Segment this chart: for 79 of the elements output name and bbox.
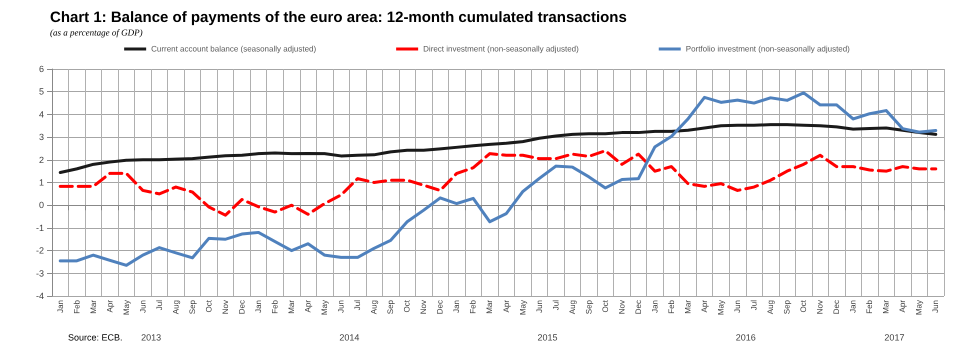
line-series [58, 123, 938, 174]
y-tick-label: 3 [38, 132, 44, 142]
x-tick-label: May [122, 300, 131, 316]
legend-label: Current account balance (seasonally adjusted) [151, 44, 316, 54]
x-tick-label: Sep [782, 299, 792, 314]
x-tick-label: Feb [865, 299, 874, 314]
x-tick-label: Apr [502, 300, 511, 312]
x-tick-label: Apr [700, 300, 709, 312]
x-tick-label: Apr [898, 300, 908, 312]
line-series [58, 91, 938, 267]
x-tick-label: Jan [650, 300, 660, 313]
x-tick-label: Jun [336, 300, 346, 313]
x-tick-label: Feb [72, 299, 82, 314]
x-tick-label: Aug [370, 300, 379, 314]
y-tick-label: 5 [38, 86, 44, 97]
y-tick-label: -3 [36, 268, 44, 278]
x-tick-label: Aug [766, 300, 776, 314]
x-tick-label: Mar [287, 300, 296, 314]
x-tick-label: Jun [138, 300, 148, 313]
x-tick-label: May [518, 300, 528, 316]
x-tick-label: Feb [666, 299, 676, 314]
x-tick-label: Jun [931, 300, 940, 313]
x-tick-label: Nov [617, 300, 626, 314]
x-tick-label: Sep [386, 299, 396, 314]
y-tick-label: -1 [36, 222, 44, 233]
chart-title: Chart 1: Balance of payments of the euro area: 12-month cumulated transactions [50, 9, 627, 26]
x-tick-label: May [914, 300, 924, 316]
x-tick-label: Dec [436, 300, 445, 314]
y-tick-label: 1 [38, 178, 44, 188]
x-tick-label: Jan [452, 300, 462, 313]
x-tick-label: Apr [304, 300, 313, 312]
x-tick-label: Oct [204, 299, 214, 312]
x-tick-label: Mar [683, 300, 692, 314]
x-tick-label: Apr [105, 300, 114, 312]
x-tick-label: Jun [733, 300, 742, 313]
x-tick-label: Mar [88, 300, 98, 314]
x-tick-label: May [716, 300, 726, 316]
x-tick-label: Sep [188, 299, 197, 314]
x-tick-label: Jul [551, 300, 560, 310]
x-tick-label: Aug [171, 300, 180, 314]
x-tick-label: Dec [634, 300, 643, 314]
x-tick-label: Jan [56, 300, 65, 313]
x-tick-label: May [320, 300, 330, 316]
x-tick-label: Nov [816, 300, 825, 314]
x-tick-label: Mar [882, 300, 891, 314]
y-tick-label: 4 [38, 109, 44, 120]
y-tick-label: 2 [38, 154, 44, 165]
text: 2015 [538, 332, 558, 342]
x-tick-label: Sep [584, 299, 594, 314]
text: 2017 [884, 332, 904, 342]
x-tick-label: Oct [799, 299, 808, 312]
x-tick-label: Jul [750, 300, 759, 310]
x-tick-label: Oct [600, 299, 610, 312]
x-tick-label: Jul [154, 300, 164, 310]
y-tick-label: 0 [38, 200, 44, 210]
x-tick-label: Oct [402, 299, 412, 312]
x-tick-label: Aug [568, 300, 577, 314]
x-tick-label: Mar [485, 300, 494, 314]
x-tick-label: Feb [270, 299, 280, 314]
legend-label: Portfolio investment (non-seasonally adjusted) [686, 44, 850, 54]
line-series [58, 149, 938, 217]
legend-label: Direct investment (non-seasonally adjusted) [423, 44, 580, 54]
source-note: Source: ECB. [68, 332, 123, 342]
x-tick-label: Nov [419, 300, 428, 314]
x-tick-label: Dec [832, 300, 842, 314]
x-tick-label: Jan [254, 300, 263, 313]
x-tick-label: Jun [534, 300, 544, 313]
y-tick-label: -2 [36, 246, 44, 256]
text: 2013 [141, 332, 162, 342]
x-tick-label: Feb [468, 299, 478, 314]
x-tick-label: Nov [220, 300, 230, 314]
x-tick-label: Jan [848, 300, 858, 313]
chart-subtitle: (as a percentage of GDP) [50, 28, 143, 38]
y-tick-label: 6 [38, 64, 44, 74]
text: 2016 [736, 332, 756, 342]
text: 2014 [339, 332, 360, 342]
y-tick-label: -4 [36, 291, 44, 301]
x-tick-label: Dec [237, 300, 246, 314]
x-tick-label: Jul [353, 300, 362, 310]
